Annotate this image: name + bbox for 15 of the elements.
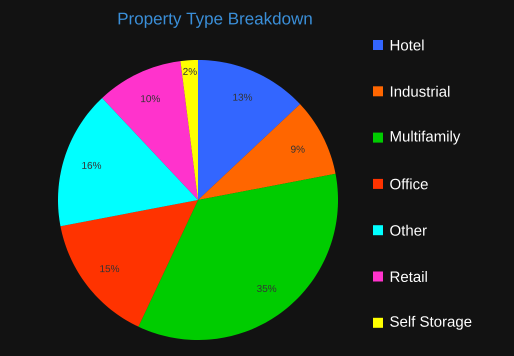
legend-label: Industrial <box>390 86 450 97</box>
legend-label: Self Storage <box>390 316 472 330</box>
legend-label: Other <box>390 224 427 236</box>
data-label: 9% <box>291 146 305 153</box>
legend-label: Retail <box>390 270 427 282</box>
data-label: 10% <box>141 95 160 102</box>
legend-label: Multifamily <box>390 130 460 145</box>
data-label: 2% <box>183 68 197 75</box>
legend-label: Office <box>390 178 428 190</box>
chart-title: Property Type Breakdown <box>118 12 312 28</box>
data-label: 16% <box>82 162 102 169</box>
data-label: 13% <box>233 94 252 101</box>
data-label: 35% <box>257 284 276 292</box>
data-label: 15% <box>100 265 120 272</box>
legend-label: Hotel <box>390 39 424 51</box>
